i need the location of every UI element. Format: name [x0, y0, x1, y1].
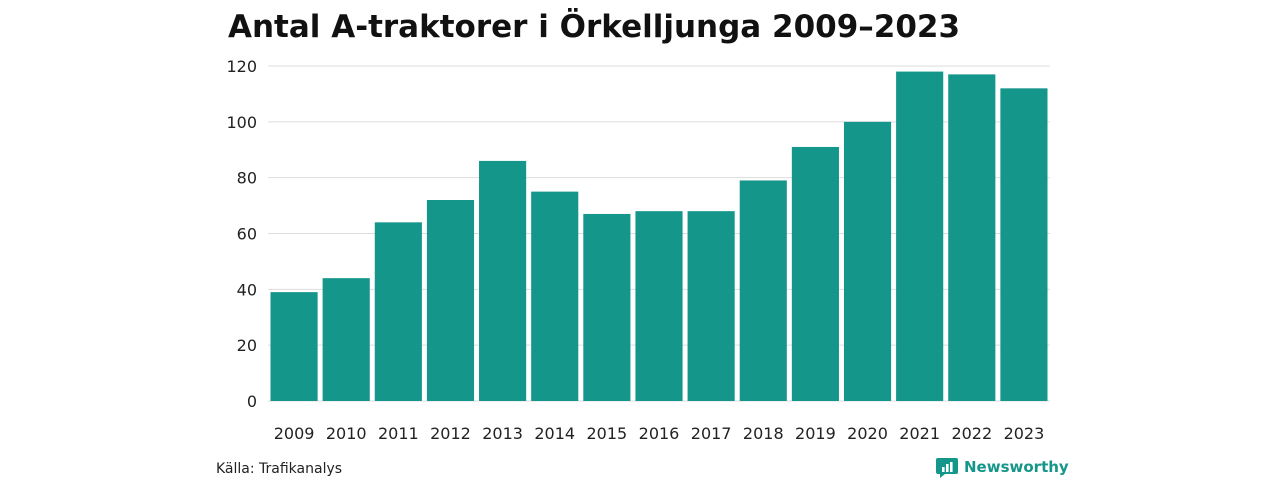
brand-name: Newsworthy	[964, 458, 1069, 476]
x-tick-label: 2011	[378, 424, 419, 443]
bar-2010[interactable]	[322, 278, 370, 401]
x-tick-label: 2015	[587, 424, 628, 443]
x-tick-label: 2014	[534, 424, 575, 443]
x-tick-label: 2009	[274, 424, 315, 443]
bar-2014[interactable]	[531, 191, 579, 401]
bar-2019[interactable]	[791, 146, 839, 401]
bar-2017[interactable]	[687, 211, 735, 401]
brand-logo[interactable]: Newsworthy	[936, 458, 1069, 478]
x-tick-label: 2018	[743, 424, 784, 443]
y-axis-ticks: 0 20 40 60 80 100 120	[226, 57, 257, 411]
bar-2013[interactable]	[479, 160, 527, 401]
bar-2016[interactable]	[635, 211, 683, 401]
y-tick-label: 120	[226, 57, 257, 76]
x-tick-label: 2013	[482, 424, 523, 443]
y-tick-label: 60	[237, 225, 257, 244]
bars	[270, 71, 1048, 401]
source-note: Källa: Trafikanalys	[216, 461, 342, 477]
x-tick-label: 2022	[951, 424, 992, 443]
bar-2009[interactable]	[270, 292, 318, 401]
x-tick-label: 2010	[326, 424, 367, 443]
bar-2022[interactable]	[948, 74, 996, 401]
x-tick-label: 2023	[1004, 424, 1045, 443]
bar-2011[interactable]	[374, 222, 422, 401]
y-tick-label: 20	[237, 336, 257, 355]
y-tick-label: 80	[237, 169, 257, 188]
bar-2012[interactable]	[426, 200, 475, 401]
x-tick-label: 2020	[847, 424, 888, 443]
bar-2023[interactable]	[1000, 88, 1048, 401]
bar-2015[interactable]	[583, 213, 631, 401]
x-tick-label: 2016	[639, 424, 680, 443]
x-axis-ticks: 2009 2010 2011 2012 2013 2014 2015 2016 2017 2018…	[274, 424, 1045, 443]
bar-2018[interactable]	[739, 180, 787, 401]
y-tick-label: 100	[226, 113, 257, 132]
y-tick-label: 40	[237, 280, 257, 299]
newsworthy-logo-icon	[936, 458, 958, 478]
x-tick-label: 2019	[795, 424, 836, 443]
x-tick-label: 2017	[691, 424, 732, 443]
bar-2021[interactable]	[896, 71, 944, 401]
bar-2020[interactable]	[843, 121, 892, 401]
x-tick-label: 2021	[899, 424, 940, 443]
chart-title: Antal A-traktorer i Örkelljunga 2009–202…	[228, 8, 960, 45]
x-tick-label: 2012	[430, 424, 471, 443]
y-tick-label: 0	[247, 392, 257, 411]
